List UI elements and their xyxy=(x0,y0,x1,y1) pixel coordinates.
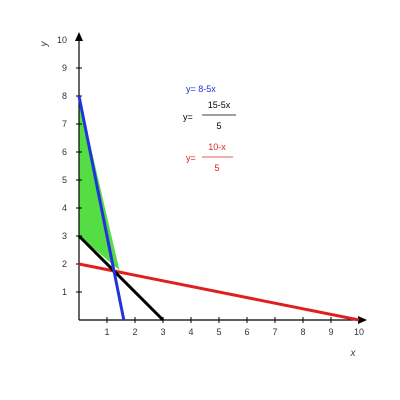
x-tick-label: 5 xyxy=(216,327,221,337)
equation-2-numerator: 15-5x xyxy=(208,100,231,110)
y-tick-label: 8 xyxy=(62,91,67,101)
y-tick-label: 5 xyxy=(62,175,67,185)
equation-3-numerator: 10-x xyxy=(208,142,226,152)
feasible-region xyxy=(79,96,120,271)
y-tick-label: 6 xyxy=(62,147,67,157)
y-axis-label: y xyxy=(39,41,50,48)
x-tick-label: 8 xyxy=(300,327,305,337)
x-tick-label: 3 xyxy=(160,327,165,337)
equation-2-prefix: y= xyxy=(183,112,193,122)
y-tick-label: 7 xyxy=(62,119,67,129)
y-tick-label: 1 xyxy=(62,287,67,297)
equations-legend: y= 8-5x y= 15-5x 5 y= 10-x 5 xyxy=(183,84,236,173)
axes: 1 2 3 4 5 6 7 8 9 10 1 2 3 4 5 6 7 8 9 10 xyxy=(57,32,367,337)
x-tick-label: 6 xyxy=(244,327,249,337)
x-tick-label: 1 xyxy=(104,327,109,337)
series-line-2 xyxy=(77,234,165,322)
y-tick-label: 2 xyxy=(62,259,67,269)
x-tick-label: 7 xyxy=(272,327,277,337)
x-tick-label: 9 xyxy=(328,327,333,337)
equation-1: y= 8-5x xyxy=(186,84,216,94)
equation-3-prefix: y= xyxy=(186,153,196,163)
y-tick-label: 3 xyxy=(62,231,67,241)
y-tick-label: 4 xyxy=(62,203,67,213)
series-line-3 xyxy=(78,262,360,322)
equation-2-denominator: 5 xyxy=(216,121,221,131)
x-axis-label: x xyxy=(350,348,357,359)
x-axis-arrow xyxy=(358,316,367,324)
lines xyxy=(77,95,360,322)
x-tick-label: 10 xyxy=(354,327,364,337)
ticks: 1 2 3 4 5 6 7 8 9 10 1 2 3 4 5 6 7 8 9 10 xyxy=(57,35,364,337)
x-tick-label: 2 xyxy=(132,327,137,337)
x-tick-label: 4 xyxy=(188,327,193,337)
series-line-1 xyxy=(77,95,126,321)
y-axis-arrow xyxy=(75,32,83,41)
equation-3-denominator: 5 xyxy=(214,163,219,173)
y-tick-label: 9 xyxy=(62,63,67,73)
y-tick-label: 10 xyxy=(57,35,67,45)
